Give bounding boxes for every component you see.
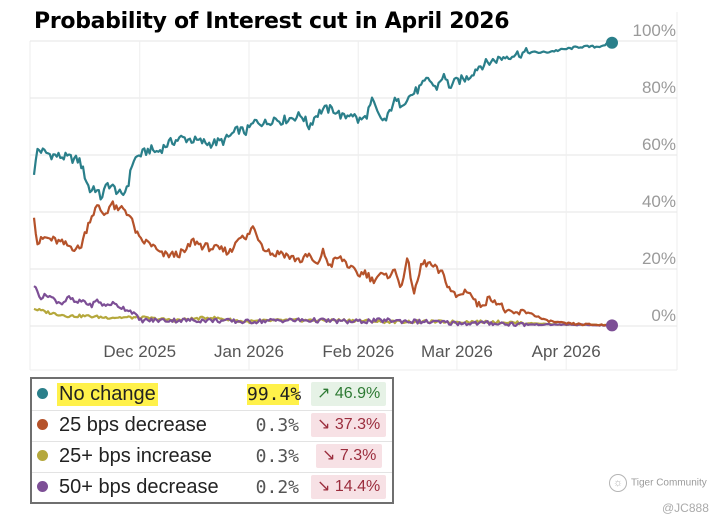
- series-endpoint-50-bps-decrease: [606, 319, 618, 332]
- y-tick-label: 0%: [651, 306, 676, 325]
- tiger-community-watermark: ☼ Tiger Community: [609, 474, 707, 492]
- y-tick-label: 80%: [642, 78, 676, 97]
- legend-table: No change 99.4% ↗ 46.9% 25 bps decrease 0.3%…: [30, 377, 394, 504]
- legend-dot-icon: [37, 450, 48, 461]
- series-line-25-bps-decrease: [32, 200, 613, 328]
- series-line-no-change: [32, 41, 613, 201]
- author-watermark: @JC888: [662, 501, 709, 515]
- series-endpoint-no-change: [606, 36, 618, 49]
- legend-series-name: 25 bps decrease: [59, 414, 207, 436]
- x-tick-label: Apr 2026: [532, 342, 601, 361]
- tiger-logo-icon: ☼: [609, 474, 627, 492]
- legend-change-badge: ↘ 37.3%: [311, 413, 387, 437]
- y-tick-label: 100%: [633, 21, 676, 40]
- legend-row: No change 99.4% ↗ 46.9%: [32, 379, 392, 411]
- x-tick-label: Jan 2026: [214, 342, 284, 361]
- tiger-community-label: Tiger Community: [631, 477, 707, 489]
- y-tick-label: 40%: [642, 192, 676, 211]
- legend-row: 50+ bps decrease 0.2% ↘ 14.4%: [32, 472, 392, 503]
- legend-dot-icon: [37, 388, 48, 399]
- legend-probability-value: 0.3%: [255, 446, 299, 467]
- legend-row: 25 bps decrease 0.3% ↘ 37.3%: [32, 410, 392, 442]
- legend-probability-value: 0.2%: [255, 477, 299, 498]
- chart-title: Probability of Interest cut in April 202…: [34, 9, 510, 34]
- legend-series-name: 50+ bps decrease: [59, 476, 219, 498]
- x-tick-label: Dec 2025: [103, 342, 176, 361]
- legend-series-name: No change: [57, 383, 158, 406]
- legend-probability-value: 99.4%: [247, 384, 302, 405]
- series-line-25-bps-increase: [33, 307, 613, 327]
- y-tick-label: 20%: [642, 249, 676, 268]
- y-tick-label: 60%: [642, 135, 676, 154]
- x-tick-label: Feb 2026: [322, 342, 394, 361]
- legend-change-badge: ↗ 46.9%: [311, 382, 387, 406]
- x-tick-label: Mar 2026: [421, 342, 493, 361]
- series-line-50-bps-decrease: [33, 285, 613, 328]
- legend-dot-icon: [37, 419, 48, 430]
- legend-dot-icon: [37, 481, 48, 492]
- legend-probability-value: 0.3%: [255, 415, 299, 436]
- legend-change-badge: ↘ 14.4%: [311, 475, 387, 499]
- legend-row: 25+ bps increase 0.3% ↘ 7.3%: [32, 441, 392, 473]
- legend-series-name: 25+ bps increase: [59, 445, 212, 467]
- legend-change-badge: ↘ 7.3%: [316, 444, 383, 468]
